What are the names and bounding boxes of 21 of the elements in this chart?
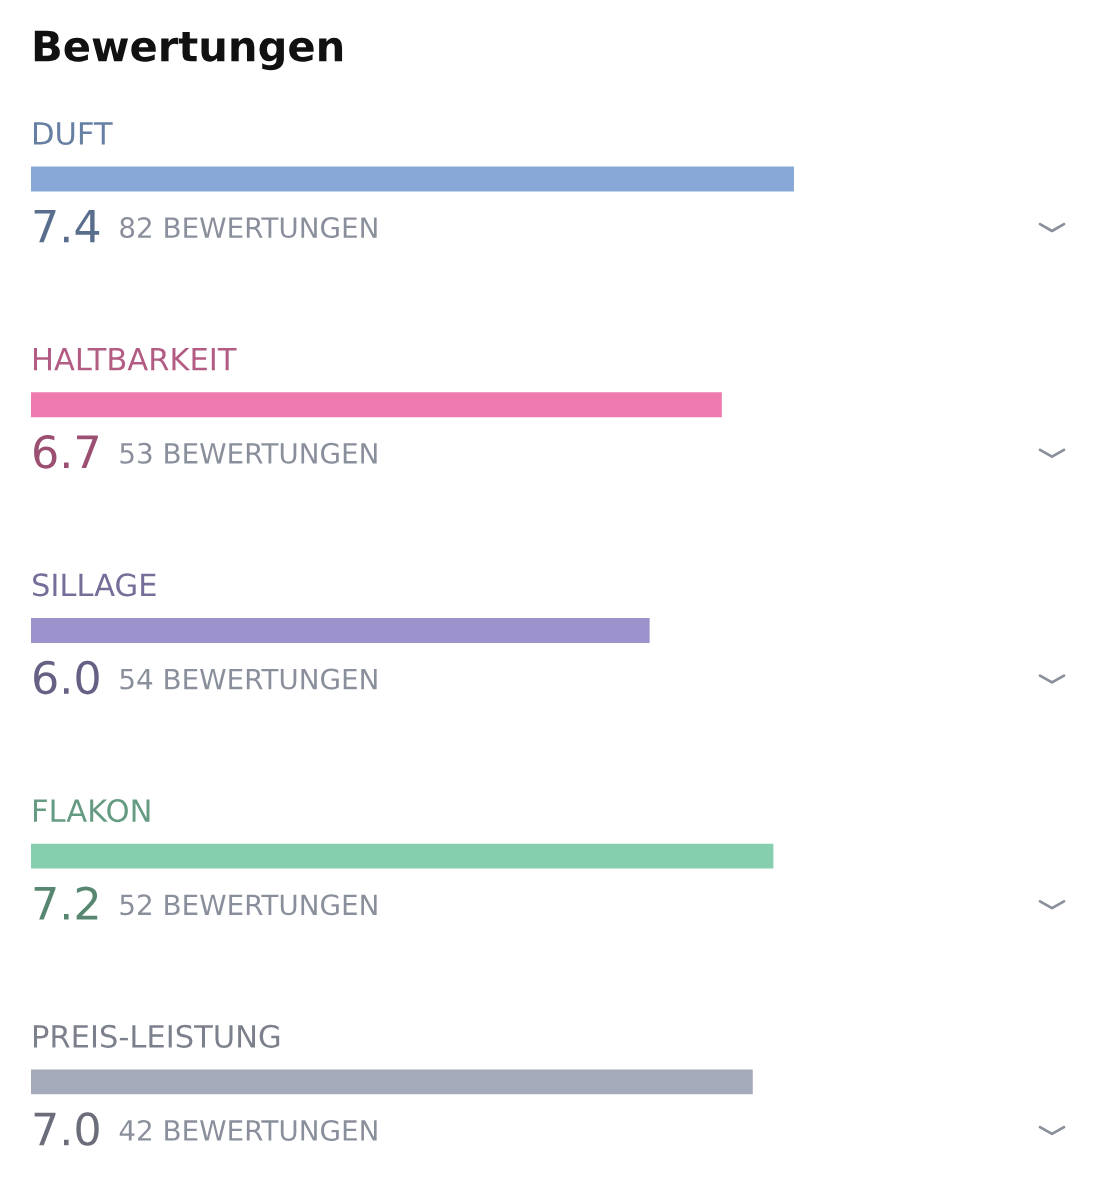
y-tick-label: DUFT — [34, 122, 113, 145]
annotation: 42 BEWERTUNGEN — [119, 1120, 377, 1142]
annotation: 82 BEWERTUNGEN — [120, 217, 377, 239]
bar — [31, 1069, 753, 1095]
bar — [31, 392, 722, 418]
y-tick-label: HALTBARKEIT — [34, 348, 237, 371]
y-tick-label: SILLAGE — [33, 573, 156, 597]
bar — [31, 166, 794, 192]
y-tick-label: PREIS-LEISTUNG — [34, 1024, 280, 1048]
bar — [31, 843, 774, 869]
annotation: 52 BEWERTUNGEN — [120, 894, 377, 916]
annotation: 53 BEWERTUNGEN — [120, 442, 377, 464]
data-label: 7.0 — [34, 1112, 99, 1146]
data-label: 6.0 — [34, 660, 99, 695]
data-label: 7.4 — [34, 209, 100, 243]
bar — [31, 618, 650, 643]
y-tick-label: FLAKON — [34, 799, 150, 823]
annotation: 54 BEWERTUNGEN — [120, 668, 377, 690]
data-label: 6.7 — [34, 435, 98, 469]
chart-title: Bewertungen — [34, 30, 343, 71]
data-label: 7.2 — [34, 886, 98, 920]
